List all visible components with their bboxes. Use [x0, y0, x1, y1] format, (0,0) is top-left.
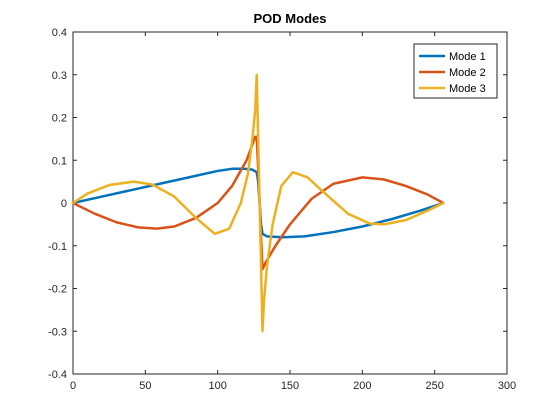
legend-label-mode-2: Mode 2	[449, 67, 486, 79]
chart-title: POD Modes	[254, 11, 327, 26]
y-tick-label: -0.4	[48, 369, 67, 381]
y-tick-label: 0.1	[52, 155, 67, 167]
x-tick-label: 50	[139, 380, 151, 392]
series-line-mode-3	[71, 73, 445, 333]
y-tick-label: 0.2	[52, 113, 67, 125]
y-tick-label: -0.2	[48, 284, 67, 296]
y-tick-label: -0.3	[48, 326, 67, 338]
x-tick-label: 100	[208, 380, 226, 392]
x-tick-label: 300	[498, 380, 516, 392]
y-tick-label: -0.1	[48, 241, 67, 253]
y-tick-label: 0	[61, 198, 67, 210]
x-tick-label: 200	[353, 380, 371, 392]
legend-label-mode-1: Mode 1	[449, 51, 486, 63]
x-tick-label: 150	[281, 380, 299, 392]
legend-label-mode-3: Mode 3	[449, 83, 486, 95]
axis-ticks: 0 50 100 150 200 250 300 -0.4 -0.3 -0.2 -0.1 0 0.1 0.…	[48, 27, 516, 392]
x-tick-label: 0	[70, 380, 76, 392]
series-layer	[71, 73, 445, 333]
y-tick-label: 0.3	[52, 70, 67, 82]
legend: Mode 1 Mode 2 Mode 3	[413, 43, 498, 99]
y-tick-label: 0.4	[52, 27, 67, 39]
x-tick-label: 250	[425, 380, 443, 392]
